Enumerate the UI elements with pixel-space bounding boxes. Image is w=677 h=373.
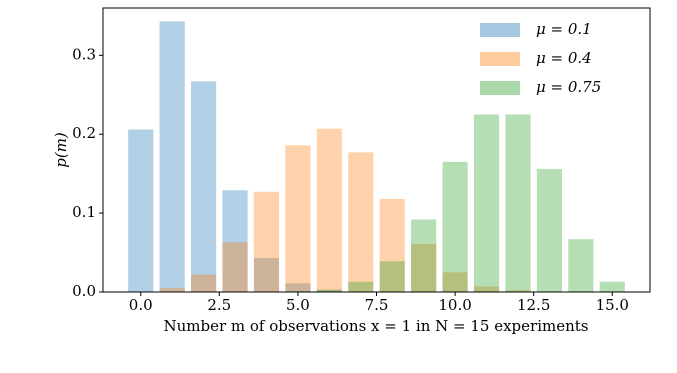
legend-swatch: [480, 52, 520, 66]
bar: [473, 114, 500, 292]
bar: [253, 191, 280, 292]
bar: [505, 290, 531, 292]
bar: [253, 258, 280, 292]
y-tick-label: 0.3: [72, 45, 96, 63]
x-tick-label: 12.5: [517, 296, 550, 314]
y-tick-label: 0.1: [72, 203, 96, 221]
bar: [536, 168, 562, 292]
x-tick-label: 5.0: [286, 296, 310, 314]
y-tick-label: 0.2: [72, 124, 96, 142]
bar: [191, 81, 217, 292]
x-tick-label: 10.0: [438, 296, 471, 314]
bar: [316, 289, 342, 292]
bar: [442, 272, 468, 292]
legend-swatch: [480, 23, 520, 37]
legend-label: μ = 0.75: [536, 78, 601, 96]
bar: [379, 198, 405, 292]
bar: [159, 288, 185, 292]
bar: [159, 21, 185, 293]
x-tick-label: 7.5: [365, 296, 389, 314]
bar: [191, 274, 217, 292]
x-tick-label: 0.0: [129, 296, 153, 314]
bar: [379, 261, 405, 292]
bar: [128, 129, 154, 292]
bar: [505, 114, 531, 292]
x-axis-label: Number m of observations x = 1 in N = 15…: [163, 317, 588, 335]
bar: [442, 161, 468, 292]
x-tick-label: 15.0: [596, 296, 629, 314]
plot-frame: [102, 7, 651, 293]
bar: [473, 286, 500, 292]
bar: [411, 243, 437, 292]
bar: [316, 128, 342, 292]
bar: [568, 239, 594, 292]
bar: [285, 283, 311, 292]
bar: [411, 219, 437, 292]
bar: [316, 290, 342, 292]
bar: [348, 152, 374, 292]
legend-label: μ = 0.4: [536, 49, 592, 67]
bar: [222, 190, 248, 292]
y-axis-label: p(m): [52, 132, 70, 168]
bar: [285, 145, 311, 292]
bar: [599, 281, 625, 292]
bar: [348, 281, 374, 292]
legend-label: μ = 0.1: [536, 20, 592, 38]
legend-swatch: [480, 81, 520, 95]
y-tick-label: 0.0: [72, 282, 96, 300]
x-tick-label: 2.5: [207, 296, 231, 314]
bar: [222, 242, 248, 292]
